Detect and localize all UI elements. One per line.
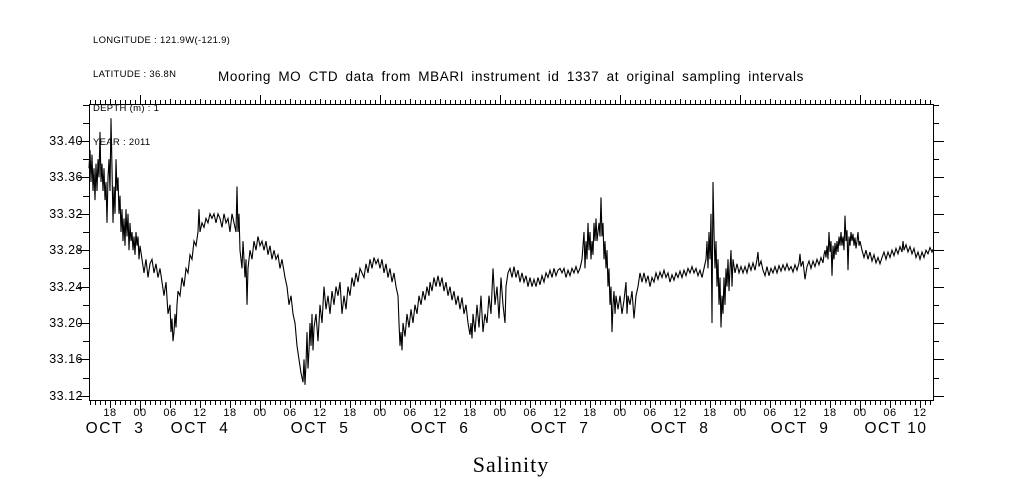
x-hour-label: 12 xyxy=(313,407,327,419)
x-hour-label: 12 xyxy=(433,407,447,419)
chart-title: Mooring MO CTD data from MBARI instrumen… xyxy=(218,69,804,84)
x-hour-label: 06 xyxy=(283,407,297,419)
x-axis-title: Salinity xyxy=(472,452,550,477)
latitude-text: LATITUDE : 36.8N xyxy=(93,69,177,81)
x-hour-label: 12 xyxy=(553,407,567,419)
depth-text: DEPTH (m) : 1 xyxy=(93,103,160,115)
y-tick-label: 33.24 xyxy=(49,280,83,294)
longitude-text: LONGITUDE : 121.9W(-121.9) xyxy=(93,34,231,46)
x-date-label: OCT 4 xyxy=(170,420,230,437)
x-hour-label: 18 xyxy=(103,407,117,419)
x-hour-label: 00 xyxy=(253,407,267,419)
x-hour-label: 00 xyxy=(733,407,747,419)
x-date-label: OCT 7 xyxy=(530,420,590,437)
x-hour-label: 06 xyxy=(523,407,537,419)
x-hour-label: 06 xyxy=(643,407,657,419)
x-hour-label: 00 xyxy=(853,407,867,419)
x-hour-label: 00 xyxy=(613,407,627,419)
x-hour-label: 18 xyxy=(823,407,837,419)
y-tick-label: 33.20 xyxy=(49,316,83,330)
x-date-label: OCT 9 xyxy=(770,420,830,437)
x-hour-label: 06 xyxy=(163,407,177,419)
x-hour-label: 18 xyxy=(223,407,237,419)
y-tick-label: 33.16 xyxy=(49,352,83,366)
x-date-label: OCT 10 xyxy=(864,420,928,437)
salinity-trace xyxy=(88,118,934,385)
x-hour-label: 06 xyxy=(883,407,897,419)
plot-frame xyxy=(89,104,934,401)
y-tick-label: 33.12 xyxy=(49,389,83,403)
y-tick-label: 33.36 xyxy=(49,170,83,184)
year-text: YEAR : 2011 xyxy=(93,137,151,149)
x-hour-label: 12 xyxy=(193,407,207,419)
y-tick-label: 33.28 xyxy=(49,243,83,257)
x-hour-label: 00 xyxy=(133,407,147,419)
x-hour-label: 06 xyxy=(763,407,777,419)
x-date-label: OCT 3 xyxy=(85,420,145,437)
y-tick-label: 33.32 xyxy=(49,207,83,221)
x-hour-label: 12 xyxy=(913,407,927,419)
x-hour-label: 18 xyxy=(583,407,597,419)
x-hour-label: 18 xyxy=(343,407,357,419)
x-date-label: OCT 5 xyxy=(290,420,350,437)
x-hour-label: 18 xyxy=(463,407,477,419)
x-date-label: OCT 8 xyxy=(650,420,710,437)
x-hour-label: 06 xyxy=(403,407,417,419)
x-hour-label: 12 xyxy=(793,407,807,419)
metadata-block: LONGITUDE : 121.9W(-121.9) LATITUDE : 36… xyxy=(93,12,230,172)
y-tick-label: 33.40 xyxy=(49,134,83,148)
x-date-label: OCT 6 xyxy=(410,420,470,437)
x-hour-label: 00 xyxy=(493,407,507,419)
x-hour-label: 18 xyxy=(703,407,717,419)
x-hour-label: 12 xyxy=(673,407,687,419)
x-hour-label: 00 xyxy=(373,407,387,419)
